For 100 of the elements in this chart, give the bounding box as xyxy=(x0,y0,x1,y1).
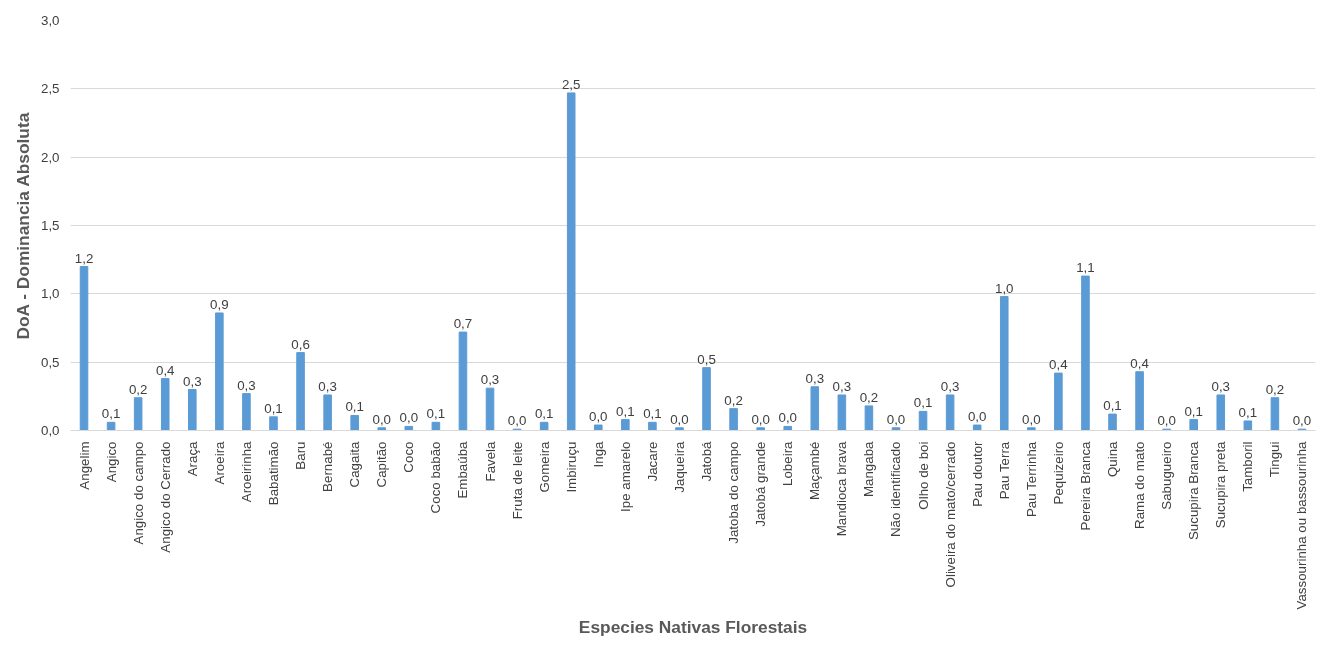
x-tick-label: Inga xyxy=(590,440,606,468)
x-tick-label: Pau doutor xyxy=(969,440,985,507)
data-label: 0,1 xyxy=(264,400,283,416)
x-tick-label: Araça xyxy=(184,440,200,477)
data-label: 1,1 xyxy=(1076,260,1095,276)
data-label: 0,4 xyxy=(155,362,176,378)
x-tick-label: Olho de boi xyxy=(915,441,931,510)
x-tick-label: Pau Terrinha xyxy=(1023,441,1039,518)
data-label: 0,7 xyxy=(453,316,473,332)
data-label: 0,0 xyxy=(670,411,689,427)
data-label: 1,0 xyxy=(994,280,1014,296)
data-label: 0,0 xyxy=(778,410,797,426)
x-tick-label: Jacare xyxy=(644,441,660,482)
x-tick-label: Quina xyxy=(1105,440,1121,478)
x-tick-label: Imbiruçu xyxy=(563,441,579,493)
x-tick-label: Fruta de leite xyxy=(509,441,525,520)
y-axis-title: DoA - Dominancia Absoluta xyxy=(12,112,33,340)
data-label: 0,3 xyxy=(237,377,256,393)
x-tick-label: Coco babão xyxy=(428,441,444,514)
x-tick-label: Tingui xyxy=(1267,441,1283,478)
data-label: 0,1 xyxy=(616,403,635,419)
x-tick-label: Baru xyxy=(293,441,309,470)
data-label: 0,3 xyxy=(480,372,500,388)
data-label: 0,1 xyxy=(534,406,554,422)
x-tick-label: Maçambé xyxy=(807,441,823,501)
data-label: 0,3 xyxy=(183,373,202,389)
data-label: 0,2 xyxy=(1265,381,1285,397)
x-tick-label: Jatobá grande xyxy=(753,441,769,527)
y-tick-label: 2,5 xyxy=(40,81,60,97)
data-label: 0,3 xyxy=(805,370,825,386)
x-tick-label: Gomeira xyxy=(536,440,552,493)
x-tick-label: Pau Terra xyxy=(996,441,1012,500)
x-tick-label: Pequizeiro xyxy=(1050,441,1066,505)
x-tick-label: Angico xyxy=(103,441,119,483)
x-axis-title: Especies Nativas Florestais xyxy=(578,617,808,638)
data-label: 0,1 xyxy=(643,406,662,422)
data-label: 0,0 xyxy=(751,411,770,427)
data-label: 0,0 xyxy=(589,409,608,425)
x-tick-label: Capitão xyxy=(374,441,390,488)
x-tick-label: Sucupira preta xyxy=(1213,440,1229,529)
data-label: 0,4 xyxy=(1049,357,1069,373)
x-tick-label: Oliveira do mato/cerrado xyxy=(942,441,958,588)
y-tick-label: 0,5 xyxy=(40,354,60,370)
x-tick-label: Tamboril xyxy=(1240,441,1256,492)
y-tick-label: 1,0 xyxy=(40,286,60,302)
x-tick-label: Não identificado xyxy=(888,441,904,538)
data-label: 0,2 xyxy=(128,381,148,397)
x-tick-label: Babatimão xyxy=(265,441,281,506)
y-tick-label: 3,0 xyxy=(40,13,60,28)
x-tick-label: Favela xyxy=(482,440,498,482)
data-label: 0,4 xyxy=(1130,355,1150,371)
x-tick-label: Sabugueiro xyxy=(1159,441,1175,510)
data-label: 0,0 xyxy=(967,409,987,425)
x-tick-label: Vassourinha ou bassourinha xyxy=(1294,440,1310,610)
data-label: 0,5 xyxy=(697,351,716,367)
x-tick-label: Jatobá xyxy=(699,440,715,482)
data-label: 0,0 xyxy=(1157,413,1176,429)
x-tick-label: Sucupira Branca xyxy=(1186,440,1202,541)
x-tick-label: Jaqueira xyxy=(671,440,687,493)
x-tick-label: Angico do campo xyxy=(130,441,146,545)
data-label: 0,0 xyxy=(886,411,906,427)
data-label: 0,1 xyxy=(1184,403,1203,419)
data-label: 0,6 xyxy=(291,336,310,352)
data-label: 0,1 xyxy=(1238,404,1258,420)
data-label: 0,0 xyxy=(1292,413,1312,429)
x-tick-label: Aroeira xyxy=(211,440,227,485)
x-tick-label: Pereira Branca xyxy=(1077,440,1093,531)
data-label: 0,3 xyxy=(1211,378,1231,394)
data-label: 0,0 xyxy=(1022,411,1041,427)
data-label: 2,5 xyxy=(561,76,581,92)
x-tick-label: Mandioca brava xyxy=(834,440,850,537)
data-label: 0,2 xyxy=(724,392,743,408)
data-label: 0,1 xyxy=(101,406,121,422)
x-tick-label: Cagaita xyxy=(347,440,363,488)
x-tick-label: Bernabé xyxy=(320,441,336,492)
x-tick-label: Angico do Cerrado xyxy=(157,441,173,553)
x-tick-label: Angelim xyxy=(76,441,92,490)
x-tick-label: Rama do mato xyxy=(1132,441,1148,529)
x-tick-label: Ipe amarelo xyxy=(617,441,633,512)
data-label: 0,0 xyxy=(372,411,392,427)
y-tick-label: 2,0 xyxy=(40,149,60,165)
data-label: 0,0 xyxy=(507,413,527,429)
data-label: 0,9 xyxy=(210,296,229,312)
data-label: 0,3 xyxy=(832,378,852,394)
data-label: 0,1 xyxy=(1103,398,1122,414)
x-tick-label: Aroeirinha xyxy=(238,440,254,503)
y-tick-label: 0,0 xyxy=(40,423,60,438)
x-tick-label: Lobeira xyxy=(780,440,796,486)
data-label: 0,1 xyxy=(345,399,364,415)
data-label: 0,0 xyxy=(399,410,419,426)
x-tick-label: Mangaba xyxy=(861,440,877,498)
data-label: 0,3 xyxy=(318,378,337,394)
data-label: 0,1 xyxy=(913,395,933,411)
data-label: 0,3 xyxy=(940,378,960,394)
x-tick-label: Embaúba xyxy=(455,440,471,499)
x-tick-label: Jatoba do campo xyxy=(726,441,742,544)
data-label: 1,2 xyxy=(74,250,94,266)
data-label: 0,2 xyxy=(859,389,879,405)
x-tick-label: Coco xyxy=(401,441,417,473)
data-label: 0,1 xyxy=(426,406,446,422)
